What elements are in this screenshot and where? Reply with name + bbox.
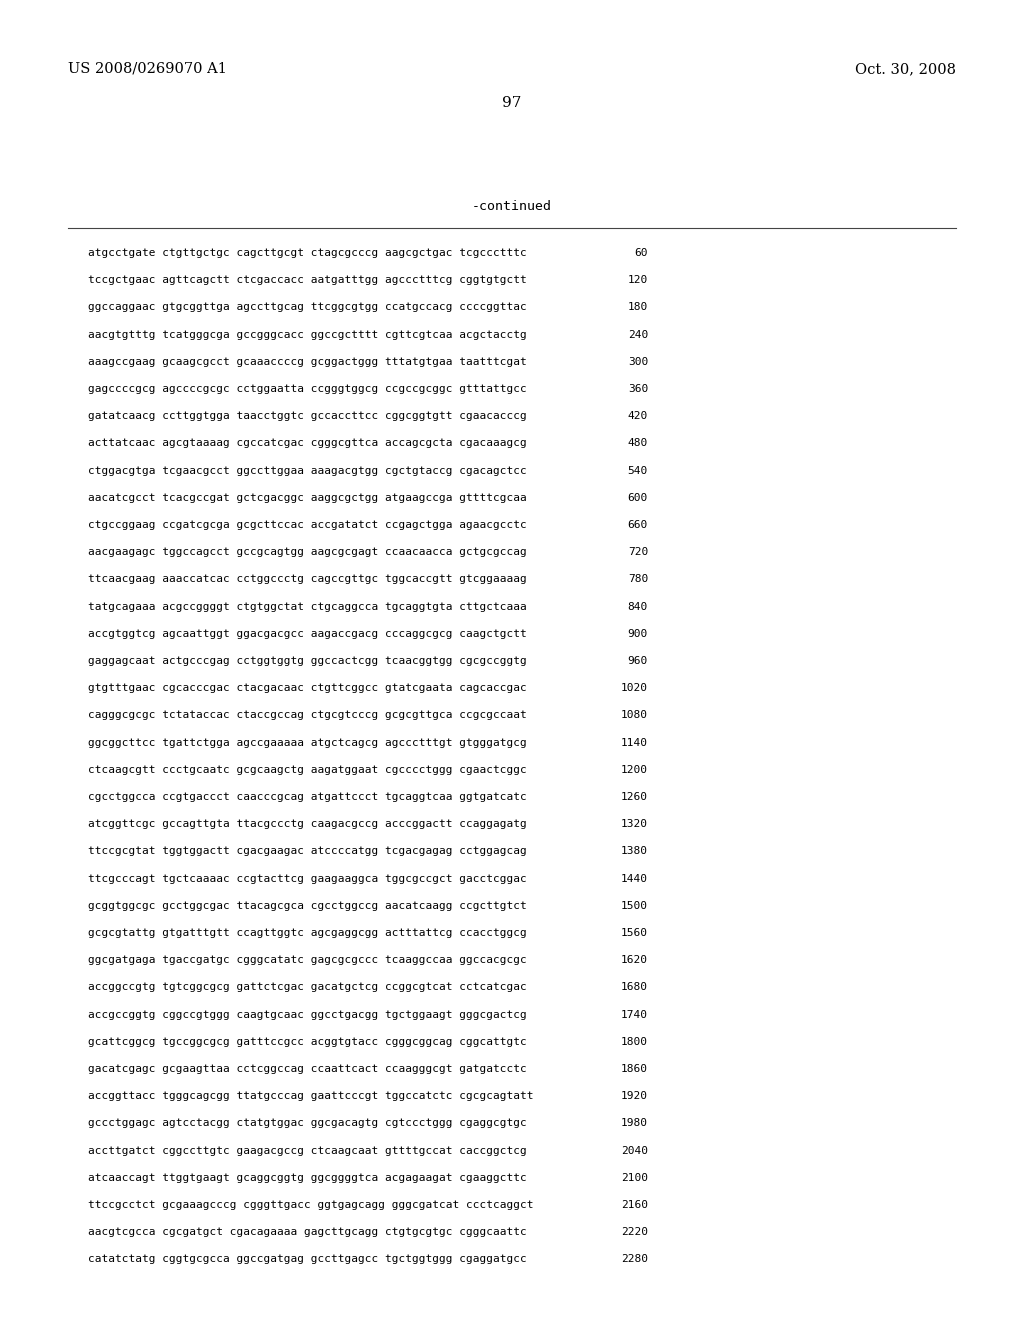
Text: accggccgtg tgtcggcgcg gattctcgac gacatgctcg ccggcgtcat cctcatcgac: accggccgtg tgtcggcgcg gattctcgac gacatgc…: [88, 982, 526, 993]
Text: 1320: 1320: [621, 820, 648, 829]
Text: 1680: 1680: [621, 982, 648, 993]
Text: ttccgcctct gcgaaagcccg cgggttgacc ggtgagcagg gggcgatcat ccctcaggct: ttccgcctct gcgaaagcccg cgggttgacc ggtgag…: [88, 1200, 534, 1210]
Text: 1980: 1980: [621, 1118, 648, 1129]
Text: 1740: 1740: [621, 1010, 648, 1019]
Text: 1620: 1620: [621, 956, 648, 965]
Text: ctcaagcgtt ccctgcaatc gcgcaagctg aagatggaat cgcccctggg cgaactcggc: ctcaagcgtt ccctgcaatc gcgcaagctg aagatgg…: [88, 764, 526, 775]
Text: 420: 420: [628, 412, 648, 421]
Text: 1920: 1920: [621, 1092, 648, 1101]
Text: cgcctggcca ccgtgaccct caacccgcag atgattccct tgcaggtcaa ggtgatcatc: cgcctggcca ccgtgaccct caacccgcag atgattc…: [88, 792, 526, 803]
Text: 1560: 1560: [621, 928, 648, 939]
Text: 720: 720: [628, 548, 648, 557]
Text: 1380: 1380: [621, 846, 648, 857]
Text: US 2008/0269070 A1: US 2008/0269070 A1: [68, 62, 227, 77]
Text: gcgcgtattg gtgatttgtt ccagttggtc agcgaggcgg actttattcg ccacctggcg: gcgcgtattg gtgatttgtt ccagttggtc agcgagg…: [88, 928, 526, 939]
Text: 120: 120: [628, 275, 648, 285]
Text: gtgtttgaac cgcacccgac ctacgacaac ctgttcggcc gtatcgaata cagcaccgac: gtgtttgaac cgcacccgac ctacgacaac ctgttcg…: [88, 684, 526, 693]
Text: accgtggtcg agcaattggt ggacgacgcc aagaccgacg cccaggcgcg caagctgctt: accgtggtcg agcaattggt ggacgacgcc aagaccg…: [88, 628, 526, 639]
Text: atgcctgate ctgttgctgc cagcttgcgt ctagcgcccg aagcgctgac tcgccctttc: atgcctgate ctgttgctgc cagcttgcgt ctagcgc…: [88, 248, 526, 257]
Text: ttccgcgtat tggtggactt cgacgaagac atccccatgg tcgacgagag cctggagcag: ttccgcgtat tggtggactt cgacgaagac atcccca…: [88, 846, 526, 857]
Text: 2040: 2040: [621, 1146, 648, 1155]
Text: aaagccgaag gcaagcgcct gcaaaccccg gcggactggg tttatgtgaa taatttcgat: aaagccgaag gcaagcgcct gcaaaccccg gcggact…: [88, 356, 526, 367]
Text: ggcggcttcc tgattctgga agccgaaaaa atgctcagcg agccctttgt gtgggatgcg: ggcggcttcc tgattctgga agccgaaaaa atgctca…: [88, 738, 526, 747]
Text: 840: 840: [628, 602, 648, 611]
Text: aacgtgtttg tcatgggcga gccgggcacc ggccgctttt cgttcgtcaa acgctacctg: aacgtgtttg tcatgggcga gccgggcacc ggccgct…: [88, 330, 526, 339]
Text: 360: 360: [628, 384, 648, 393]
Text: ggccaggaac gtgcggttga agccttgcag ttcggcgtgg ccatgccacg ccccggttac: ggccaggaac gtgcggttga agccttgcag ttcggcg…: [88, 302, 526, 313]
Text: 1260: 1260: [621, 792, 648, 803]
Text: gaggagcaat actgcccgag cctggtggtg ggccactcgg tcaacggtgg cgcgccggtg: gaggagcaat actgcccgag cctggtggtg ggccact…: [88, 656, 526, 667]
Text: 1800: 1800: [621, 1036, 648, 1047]
Text: 900: 900: [628, 628, 648, 639]
Text: 2160: 2160: [621, 1200, 648, 1210]
Text: ctggacgtga tcgaacgcct ggccttggaa aaagacgtgg cgctgtaccg cgacagctcc: ctggacgtga tcgaacgcct ggccttggaa aaagacg…: [88, 466, 526, 475]
Text: 97: 97: [503, 96, 521, 110]
Text: gccctggagc agtcctacgg ctatgtggac ggcgacagtg cgtccctggg cgaggcgtgc: gccctggagc agtcctacgg ctatgtggac ggcgaca…: [88, 1118, 526, 1129]
Text: -continued: -continued: [472, 201, 552, 213]
Text: catatctatg cggtgcgcca ggccgatgag gccttgagcc tgctggtggg cgaggatgcc: catatctatg cggtgcgcca ggccgatgag gccttga…: [88, 1254, 526, 1265]
Text: gagccccgcg agccccgcgc cctggaatta ccgggtggcg ccgccgcggc gtttattgcc: gagccccgcg agccccgcgc cctggaatta ccgggtg…: [88, 384, 526, 393]
Text: 180: 180: [628, 302, 648, 313]
Text: gacatcgagc gcgaagttaa cctcggccag ccaattcact ccaagggcgt gatgatcctc: gacatcgagc gcgaagttaa cctcggccag ccaattc…: [88, 1064, 526, 1074]
Text: 60: 60: [635, 248, 648, 257]
Text: 1860: 1860: [621, 1064, 648, 1074]
Text: 600: 600: [628, 492, 648, 503]
Text: 300: 300: [628, 356, 648, 367]
Text: ctgccggaag ccgatcgcga gcgcttccac accgatatct ccgagctgga agaacgcctc: ctgccggaag ccgatcgcga gcgcttccac accgata…: [88, 520, 526, 531]
Text: 1140: 1140: [621, 738, 648, 747]
Text: accggttacc tgggcagcgg ttatgcccag gaattcccgt tggccatctc cgcgcagtatt: accggttacc tgggcagcgg ttatgcccag gaattcc…: [88, 1092, 534, 1101]
Text: 240: 240: [628, 330, 648, 339]
Text: Oct. 30, 2008: Oct. 30, 2008: [855, 62, 956, 77]
Text: 540: 540: [628, 466, 648, 475]
Text: 480: 480: [628, 438, 648, 449]
Text: 2220: 2220: [621, 1228, 648, 1237]
Text: 1440: 1440: [621, 874, 648, 883]
Text: 660: 660: [628, 520, 648, 531]
Text: 2100: 2100: [621, 1172, 648, 1183]
Text: aacgaagagc tggccagcct gccgcagtgg aagcgcgagt ccaacaacca gctgcgccag: aacgaagagc tggccagcct gccgcagtgg aagcgcg…: [88, 548, 526, 557]
Text: aacatcgcct tcacgccgat gctcgacggc aaggcgctgg atgaagccga gttttcgcaa: aacatcgcct tcacgccgat gctcgacggc aaggcgc…: [88, 492, 526, 503]
Text: 1020: 1020: [621, 684, 648, 693]
Text: accttgatct cggccttgtc gaagacgccg ctcaagcaat gttttgccat caccggctcg: accttgatct cggccttgtc gaagacgccg ctcaagc…: [88, 1146, 526, 1155]
Text: gatatcaacg ccttggtgga taacctggtc gccaccttcc cggcggtgtt cgaacacccg: gatatcaacg ccttggtgga taacctggtc gccacct…: [88, 412, 526, 421]
Text: 780: 780: [628, 574, 648, 585]
Text: ttcaacgaag aaaccatcac cctggccctg cagccgttgc tggcaccgtt gtcggaaaag: ttcaacgaag aaaccatcac cctggccctg cagccgt…: [88, 574, 526, 585]
Text: 1500: 1500: [621, 900, 648, 911]
Text: aacgtcgcca cgcgatgct cgacagaaaa gagcttgcagg ctgtgcgtgc cgggcaattc: aacgtcgcca cgcgatgct cgacagaaaa gagcttgc…: [88, 1228, 526, 1237]
Text: tatgcagaaa acgccggggt ctgtggctat ctgcaggcca tgcaggtgta cttgctcaaa: tatgcagaaa acgccggggt ctgtggctat ctgcagg…: [88, 602, 526, 611]
Text: 1080: 1080: [621, 710, 648, 721]
Text: gcggtggcgc gcctggcgac ttacagcgca cgcctggccg aacatcaagg ccgcttgtct: gcggtggcgc gcctggcgac ttacagcgca cgcctgg…: [88, 900, 526, 911]
Text: atcaaccagt ttggtgaagt gcaggcggtg ggcggggtca acgagaagat cgaaggcttc: atcaaccagt ttggtgaagt gcaggcggtg ggcgggg…: [88, 1172, 526, 1183]
Text: gcattcggcg tgccggcgcg gatttccgcc acggtgtacc cgggcggcag cggcattgtc: gcattcggcg tgccggcgcg gatttccgcc acggtgt…: [88, 1036, 526, 1047]
Text: 1200: 1200: [621, 764, 648, 775]
Text: tccgctgaac agttcagctt ctcgaccacc aatgatttgg agccctttcg cggtgtgctt: tccgctgaac agttcagctt ctcgaccacc aatgatt…: [88, 275, 526, 285]
Text: 2280: 2280: [621, 1254, 648, 1265]
Text: atcggttcgc gccagttgta ttacgccctg caagacgccg acccggactt ccaggagatg: atcggttcgc gccagttgta ttacgccctg caagacg…: [88, 820, 526, 829]
Text: accgccggtg cggccgtggg caagtgcaac ggcctgacgg tgctggaagt gggcgactcg: accgccggtg cggccgtggg caagtgcaac ggcctga…: [88, 1010, 526, 1019]
Text: ggcgatgaga tgaccgatgc cgggcatatc gagcgcgccc tcaaggccaa ggccacgcgc: ggcgatgaga tgaccgatgc cgggcatatc gagcgcg…: [88, 956, 526, 965]
Text: acttatcaac agcgtaaaag cgccatcgac cgggcgttca accagcgcta cgacaaagcg: acttatcaac agcgtaaaag cgccatcgac cgggcgt…: [88, 438, 526, 449]
Text: 960: 960: [628, 656, 648, 667]
Text: cagggcgcgc tctataccac ctaccgccag ctgcgtcccg gcgcgttgca ccgcgccaat: cagggcgcgc tctataccac ctaccgccag ctgcgtc…: [88, 710, 526, 721]
Text: ttcgcccagt tgctcaaaac ccgtacttcg gaagaaggca tggcgccgct gacctcggac: ttcgcccagt tgctcaaaac ccgtacttcg gaagaag…: [88, 874, 526, 883]
